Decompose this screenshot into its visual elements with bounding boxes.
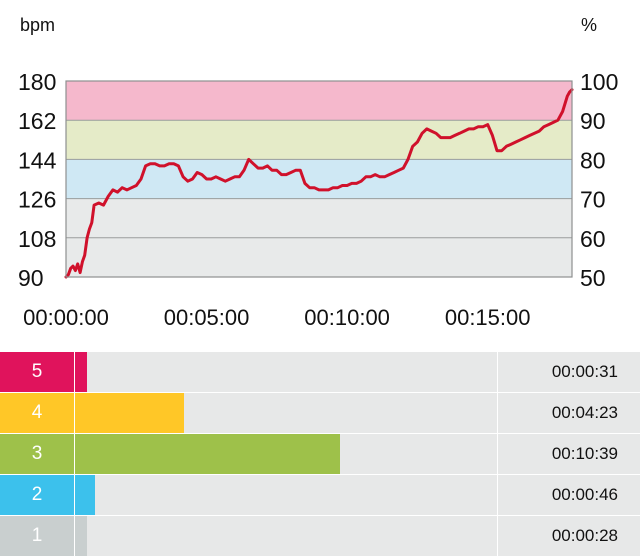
zone-band-3 (66, 159, 572, 199)
left-tick-label: 126 (18, 187, 56, 213)
zone-row-5: 5 00:00:31 (0, 352, 640, 392)
zone-band-1 (66, 237, 572, 277)
zone-divider (497, 434, 498, 474)
zone-number: 4 (31, 402, 43, 423)
zone-band-2 (66, 198, 572, 238)
zone-divider (497, 475, 498, 515)
current-position-marker (74, 352, 75, 559)
x-axis-ticks: 00:00:00 00:05:00 00:10:00 00:15:00 (23, 305, 530, 330)
right-tick-label: 50 (580, 265, 606, 291)
zone-divider (497, 516, 498, 556)
zone-row-4: 4 00:04:23 (0, 393, 640, 433)
left-tick-label: 162 (18, 108, 56, 134)
zone-time: 00:00:46 (551, 485, 618, 504)
plot-frame (65, 80, 573, 278)
zone-number: 1 (31, 525, 43, 546)
zone-bar-3 (0, 434, 340, 474)
zone-time: 00:10:39 (551, 444, 618, 463)
right-axis-ticks: 100 90 80 70 60 50 (580, 69, 618, 291)
left-axis-ticks: 180 162 144 126 108 90 (18, 69, 57, 291)
x-tick-label: 00:15:00 (445, 305, 531, 330)
left-tick-label: 144 (18, 147, 57, 173)
zone-time: 00:00:31 (551, 362, 618, 381)
heart-rate-line (64, 88, 574, 279)
right-tick-label: 80 (580, 147, 606, 173)
left-tick-label: 108 (18, 226, 56, 252)
zone-number: 5 (31, 361, 43, 382)
x-tick-label: 00:10:00 (304, 305, 390, 330)
zone-time: 00:00:28 (551, 526, 618, 545)
zone-time: 00:04:23 (551, 403, 618, 422)
right-tick-label: 60 (580, 226, 606, 252)
zone-number: 3 (31, 443, 43, 464)
zone-band-5 (66, 81, 572, 121)
zone-divider (497, 352, 498, 392)
zone-bar-5 (0, 352, 87, 392)
heart-rate-chart: bpm % 180 162 144 126 108 90 100 90 80 70 60 50 00… (18, 15, 618, 330)
zone-row-2: 2 00:00:46 (0, 475, 640, 515)
zone-row-3: 3 00:10:39 (0, 434, 640, 474)
right-tick-label: 100 (580, 69, 618, 95)
x-tick-label: 00:00:00 (23, 305, 109, 330)
right-tick-label: 70 (580, 187, 606, 213)
zone-bar-1 (0, 516, 87, 556)
left-unit-label: bpm (20, 15, 55, 35)
heart-rate-zones: 5 00:00:31 4 00:04:23 3 00:10:39 2 00:00… (0, 352, 640, 559)
zone-divider (497, 393, 498, 433)
zone-row-1: 1 00:00:28 (0, 516, 640, 556)
right-tick-label: 90 (580, 108, 606, 134)
zone-bar-4 (0, 393, 184, 433)
zone-bar-2 (0, 475, 95, 515)
x-tick-label: 00:05:00 (164, 305, 250, 330)
right-unit-label: % (581, 15, 597, 35)
left-tick-label: 90 (18, 265, 44, 291)
zone-number: 2 (31, 484, 43, 505)
left-tick-label: 180 (18, 69, 56, 95)
zone-band-4 (66, 120, 572, 160)
